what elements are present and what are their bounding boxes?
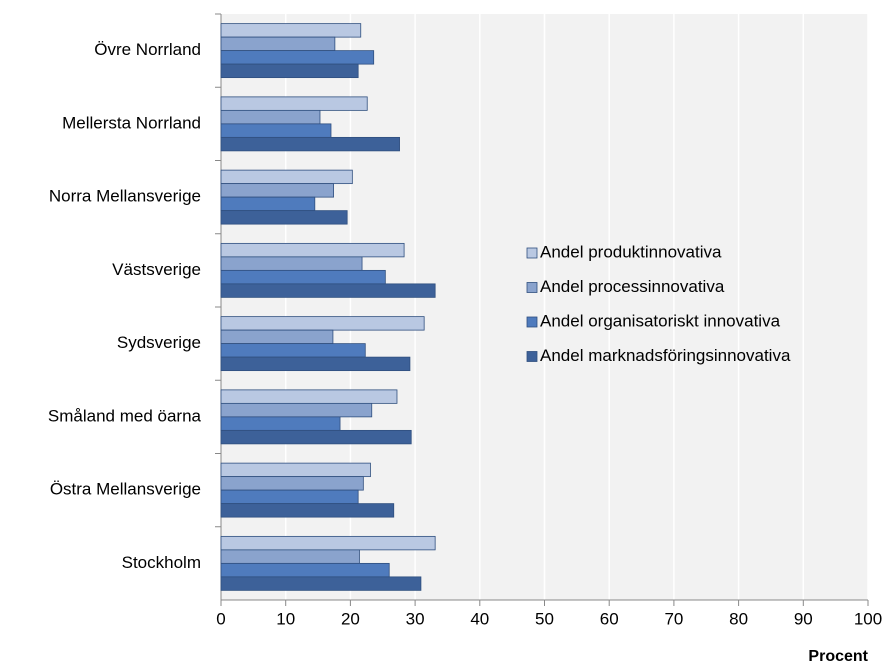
- bar: [220, 356, 411, 372]
- x-tick-label: 30: [406, 609, 425, 628]
- x-tick-label: 40: [470, 609, 489, 628]
- bar: [220, 503, 395, 518]
- x-tick-label: 80: [729, 609, 748, 628]
- legend-label: Andel processinnovativa: [540, 277, 725, 296]
- bar: [220, 343, 366, 358]
- bar: [220, 210, 348, 225]
- x-axis-label: Procent: [808, 648, 868, 665]
- bar: [220, 136, 400, 152]
- y-tick-label: Stockholm: [122, 553, 201, 572]
- bar: [220, 476, 364, 491]
- bar: [220, 196, 316, 212]
- x-tick-label: 50: [535, 609, 554, 628]
- bar: [220, 462, 371, 478]
- x-tick-label: 10: [276, 609, 295, 628]
- bar: [220, 63, 359, 79]
- x-tick-label: 20: [341, 609, 360, 628]
- y-tick-label: Mellersta Norrland: [62, 113, 201, 132]
- bar: [220, 562, 390, 578]
- bar: [220, 416, 341, 431]
- bar: [220, 23, 362, 38]
- legend-swatch: [526, 282, 538, 293]
- legend-label: Andel marknadsföringsinnovativa: [540, 346, 791, 365]
- legend-swatch: [526, 247, 538, 259]
- bar: [220, 389, 398, 404]
- legend-label: Andel produktinnovativa: [540, 242, 722, 261]
- y-tick-label: Sydsverige: [117, 333, 201, 352]
- bar: [220, 169, 353, 185]
- y-tick-label: Västsverige: [112, 260, 201, 279]
- legend-swatch: [526, 351, 538, 362]
- x-tick-label: 100: [854, 609, 882, 628]
- bar: [220, 242, 405, 258]
- bar: [220, 269, 386, 285]
- bar: [220, 402, 373, 418]
- bar: [220, 256, 363, 271]
- bar: [220, 535, 436, 551]
- x-tick-label: 70: [664, 609, 683, 628]
- legend-swatch: [526, 316, 538, 328]
- bar: [220, 316, 425, 331]
- bar: [220, 96, 368, 111]
- y-tick-label: Småland med öarna: [48, 406, 202, 425]
- x-tick-label: 0: [216, 609, 225, 628]
- bar: [220, 329, 334, 345]
- bar: [220, 576, 422, 591]
- bar: [220, 489, 359, 505]
- bar: [220, 50, 375, 65]
- y-tick-label: Östra Mellansverige: [50, 480, 201, 499]
- legend-label: Andel organisatoriskt innovativa: [540, 311, 781, 330]
- bar: [220, 109, 321, 125]
- bar: [220, 123, 332, 138]
- bar: [220, 549, 360, 564]
- y-tick-label: Övre Norrland: [94, 40, 201, 59]
- x-tick-label: 90: [794, 609, 813, 628]
- bar: [220, 36, 336, 52]
- bar: [220, 183, 334, 198]
- y-tick-label: Norra Mellansverige: [49, 187, 201, 206]
- bar: [220, 429, 412, 445]
- bar: [220, 283, 436, 298]
- x-tick-label: 60: [600, 609, 619, 628]
